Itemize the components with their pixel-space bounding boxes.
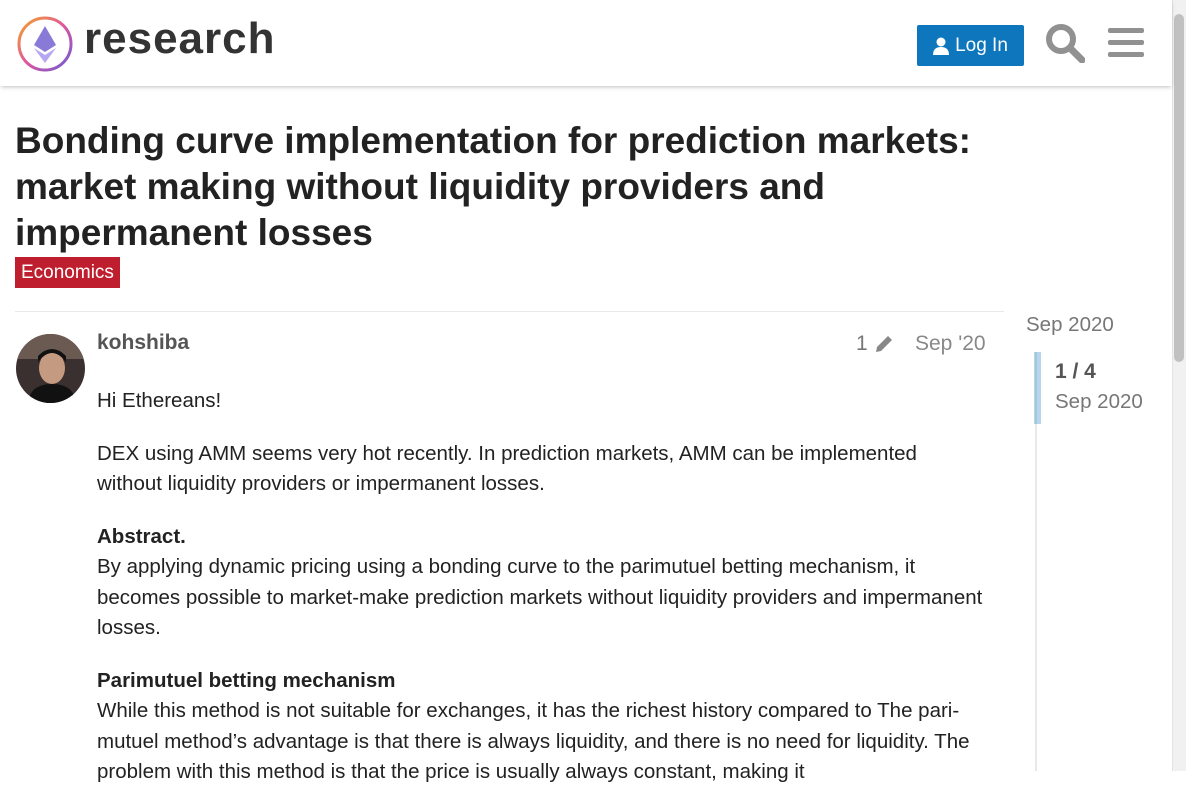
post-body: Hi Ethereans! DEX using AMM seems very h…: [97, 386, 987, 810]
timeline-track: [1035, 352, 1037, 771]
paragraph: By applying dynamic pricing using a bond…: [97, 555, 983, 639]
divider: [15, 311, 1004, 312]
site-name[interactable]: research: [84, 14, 276, 63]
edit-count: 1: [856, 332, 868, 355]
logo-icon[interactable]: [16, 15, 74, 73]
timeline-date: Sep 2020: [1055, 390, 1143, 413]
edit-history[interactable]: 1: [856, 332, 894, 356]
user-icon: [933, 37, 950, 55]
timeline-position: 1 / 4: [1055, 360, 1096, 383]
login-button[interactable]: Log In: [917, 25, 1024, 66]
paragraph: While this method is not suitable for ex…: [97, 699, 970, 783]
timeline-start[interactable]: Sep 2020: [1026, 313, 1114, 336]
timeline-handle[interactable]: [1034, 352, 1041, 424]
page: research Log In Bonding curve implementa…: [0, 0, 1186, 783]
section: Parimutuel betting mechanism While this m…: [97, 666, 987, 788]
header: research Log In: [0, 0, 1172, 86]
topic-title[interactable]: Bonding curve implementation for predict…: [15, 120, 971, 253]
section-heading: Abstract.: [97, 524, 186, 548]
post-date[interactable]: Sep '20: [915, 332, 986, 355]
scrollbar-thumb[interactable]: [1174, 14, 1184, 362]
section: Abstract. By applying dynamic pricing usi…: [97, 522, 987, 644]
pencil-icon: [875, 336, 892, 352]
menu-icon[interactable]: [1108, 26, 1144, 60]
paragraph: DEX using AMM seems very hot recently. I…: [97, 441, 917, 496]
username[interactable]: kohshiba: [97, 331, 190, 354]
category-badge[interactable]: Economics: [15, 257, 120, 288]
paragraph: Hi Ethereans!: [97, 389, 222, 412]
search-icon[interactable]: [1045, 23, 1085, 63]
login-label: Log In: [955, 34, 1008, 56]
section-heading: Parimutuel betting mechanism: [97, 668, 396, 692]
avatar[interactable]: [16, 334, 85, 403]
